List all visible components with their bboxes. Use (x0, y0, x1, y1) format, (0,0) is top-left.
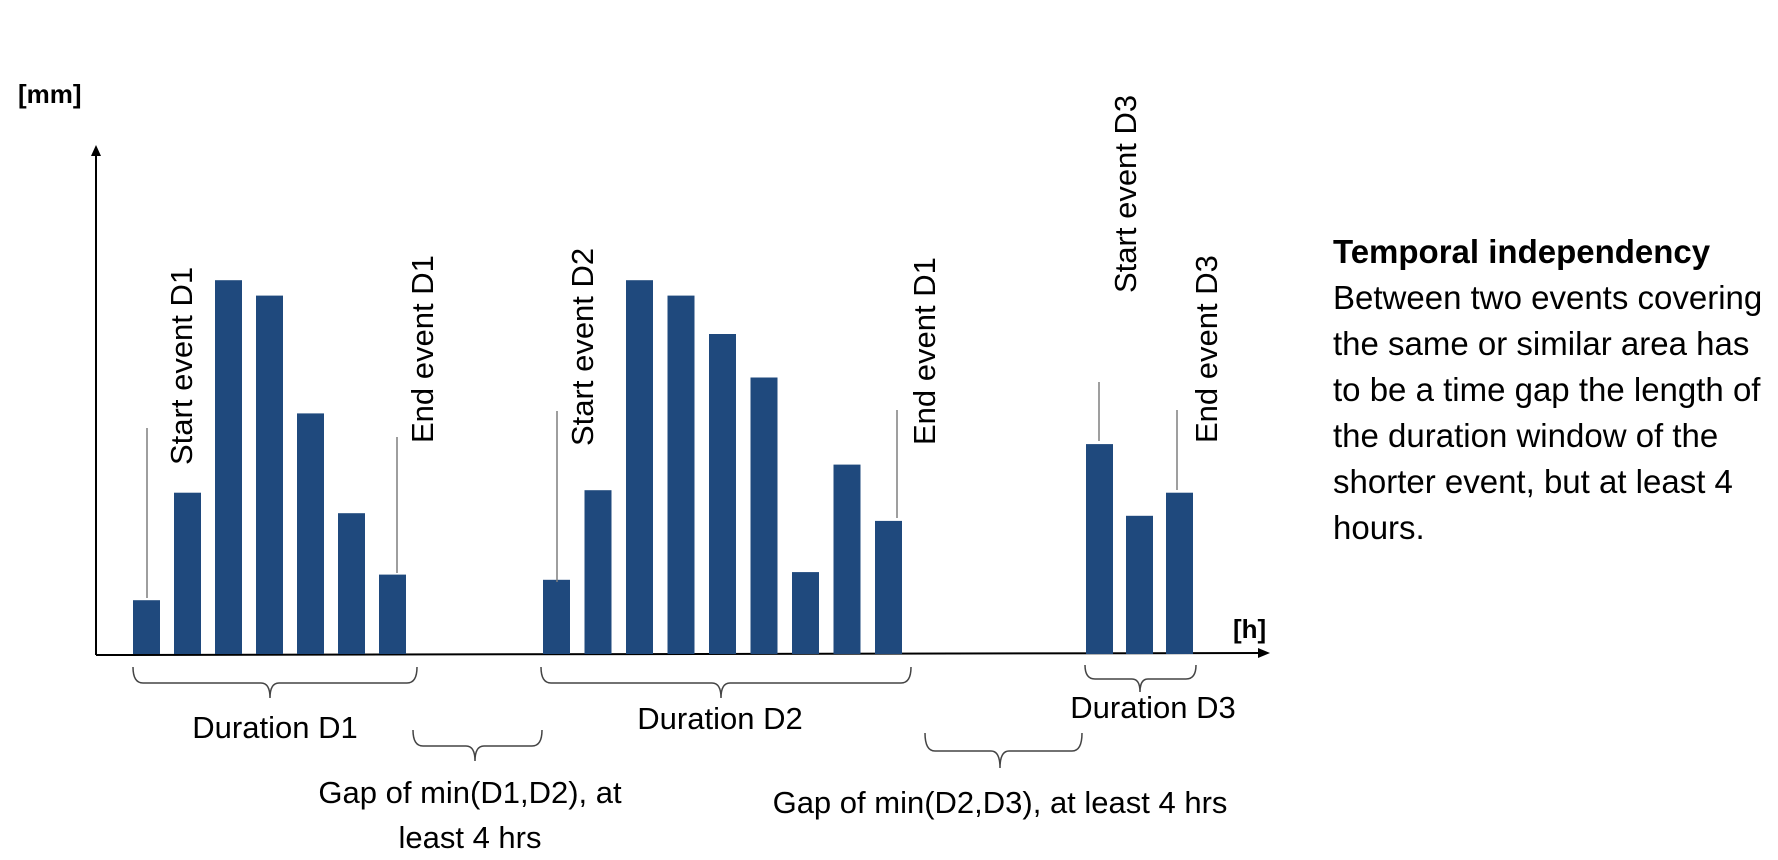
duration-brace-d1 (132, 666, 418, 699)
markers-layer (146, 382, 1178, 598)
start-label-d3: Start event D3 (1108, 95, 1143, 293)
gap-label-1-line-2: least 4 hrs (398, 820, 541, 855)
bar-d2-5 (709, 334, 736, 654)
side-note: Temporal independency Between two events… (1333, 229, 1773, 551)
duration-label-d3: Duration D3 (1070, 690, 1235, 725)
side-note-title: Temporal independency (1333, 233, 1711, 270)
end-label-d3: End event D3 (1189, 255, 1224, 443)
bar-d1-3 (215, 280, 242, 654)
bar-d2-3 (626, 280, 653, 654)
start-label-d1: Start event D1 (164, 267, 199, 465)
duration-label-d2: Duration D2 (637, 701, 802, 736)
duration-brace-d2 (540, 666, 912, 699)
end-label-d2: End event D1 (907, 257, 942, 445)
gap-label-1-line-1: Gap of min(D1,D2), at (318, 775, 622, 810)
bar-d2-2 (584, 490, 612, 654)
bar-d2-6 (750, 377, 778, 654)
bar-d3-2 (1126, 515, 1153, 654)
gap-label-2: Gap of min(D2,D3), at least 4 hrs (773, 785, 1228, 820)
y-axis-unit: [mm] (18, 79, 82, 109)
bar-d2-1 (543, 579, 570, 654)
gap-brace-1 (412, 729, 543, 762)
bar-d2-7 (792, 572, 819, 654)
start-label-d2: Start event D2 (565, 248, 600, 446)
bar-d1-1 (133, 600, 160, 654)
bar-d1-5 (297, 413, 324, 654)
end-label-d1: End event D1 (405, 255, 440, 443)
duration-label-d1: Duration D1 (192, 710, 357, 745)
y-axis-arrow (91, 145, 101, 156)
side-note-body: Between two events covering the same or … (1333, 279, 1763, 546)
bars-layer (133, 280, 1193, 654)
bar-d1-6 (338, 513, 365, 654)
bar-d3-3 (1166, 492, 1193, 654)
duration-brace-d3 (1084, 664, 1197, 693)
bar-d1-4 (256, 295, 283, 654)
gap-brace-2 (924, 732, 1083, 769)
bar-d1-7 (379, 574, 406, 654)
bar-d2-9 (875, 520, 902, 654)
x-axis-unit: [h] (1233, 614, 1266, 644)
bar-d1-2 (174, 492, 201, 654)
bar-d2-4 (667, 295, 695, 654)
bar-d3-1 (1086, 444, 1113, 654)
bar-d2-8 (833, 464, 861, 654)
x-axis-arrow (1258, 648, 1270, 658)
